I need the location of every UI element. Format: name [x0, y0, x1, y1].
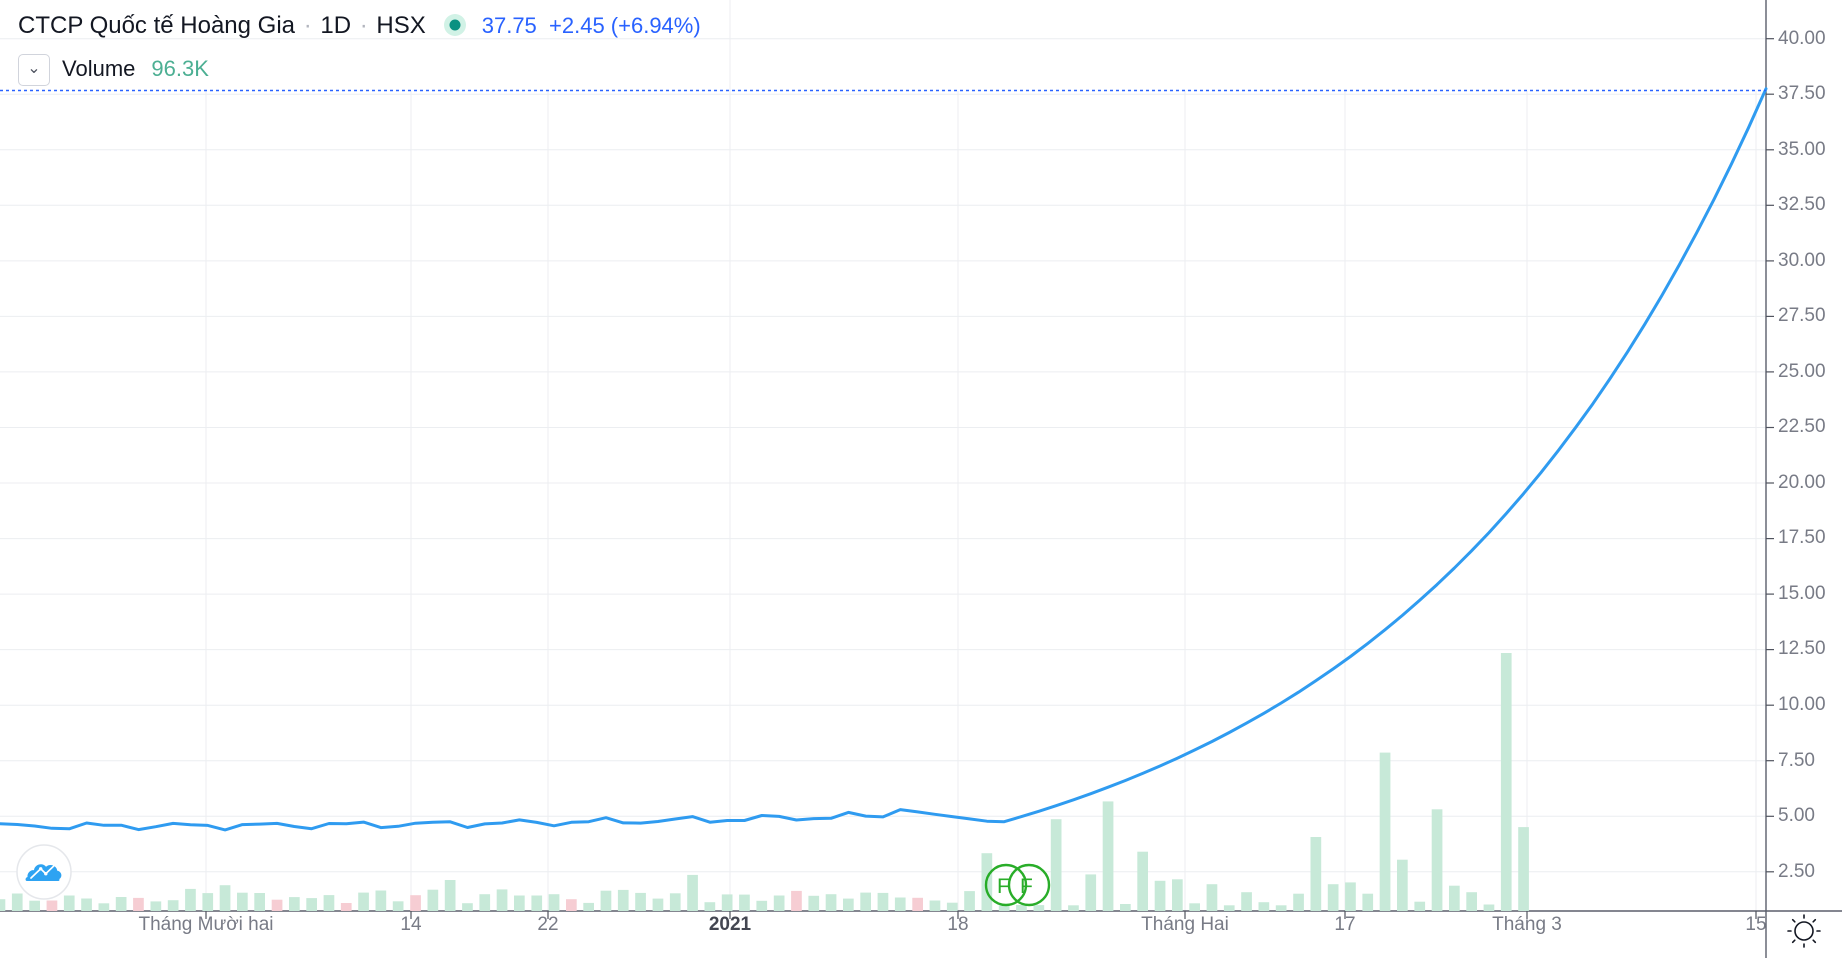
- svg-text:F: F: [997, 875, 1010, 898]
- svg-text:F: F: [1020, 875, 1033, 898]
